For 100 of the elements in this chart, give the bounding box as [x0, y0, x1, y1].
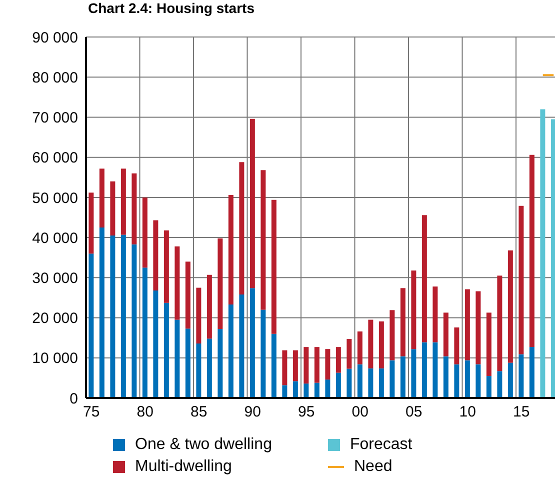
x-tick-label: 90: [244, 404, 261, 421]
y-tick-label: 10 000: [32, 350, 78, 368]
chart-title: Chart 2.4: Housing starts: [88, 0, 256, 18]
bar: [325, 380, 330, 398]
bar: [120, 234, 126, 398]
bar: [529, 154, 534, 348]
bar: [271, 334, 276, 398]
y-tick-label: 60 000: [32, 150, 78, 167]
bar: [540, 109, 546, 398]
bar: [422, 215, 427, 342]
bar: [497, 371, 502, 398]
bar: [454, 327, 460, 364]
legend-label: Forecast: [350, 436, 412, 454]
bar: [378, 321, 384, 368]
bar: [164, 302, 169, 398]
y-tick-label: 20 000: [32, 310, 78, 328]
y-tick-label: 0: [70, 390, 78, 408]
bar: [292, 350, 298, 382]
legend-label: Need: [354, 458, 392, 476]
bar: [464, 289, 470, 360]
bar: [110, 236, 116, 398]
x-tick-label: 85: [190, 404, 208, 421]
bar: [346, 368, 352, 398]
bar: [400, 356, 406, 398]
bar: [443, 356, 448, 398]
bar: [411, 270, 416, 350]
bar: [336, 347, 341, 373]
bar: [368, 368, 374, 398]
bar: [411, 349, 416, 398]
x-tick-label: 80: [136, 404, 154, 421]
bar: [260, 170, 266, 310]
bar: [346, 339, 352, 369]
bar: [464, 360, 470, 398]
bar: [174, 246, 180, 320]
bar: [476, 364, 481, 398]
y-tick-label: 40 000: [32, 230, 78, 247]
bar: [206, 274, 212, 339]
bar: [282, 385, 288, 398]
x-tick-label: 15: [513, 404, 530, 421]
bar: [378, 368, 384, 398]
bar: [228, 195, 234, 305]
bar: [185, 328, 190, 398]
bar: [196, 288, 202, 344]
bar: [120, 168, 126, 235]
bar: [228, 304, 234, 398]
bar: [390, 310, 395, 360]
y-tick-label: 50 000: [32, 190, 78, 207]
x-tick-label: 95: [298, 404, 315, 421]
bar: [443, 312, 448, 356]
bar: [550, 119, 555, 398]
y-tick-label: 30 000: [32, 270, 78, 287]
bar: [304, 384, 309, 398]
bar: [336, 372, 341, 398]
bar: [250, 288, 255, 398]
bar: [432, 286, 438, 342]
bar: [218, 329, 223, 398]
bar: [357, 331, 362, 364]
bar: [185, 262, 190, 329]
y-tick-label: 70 000: [32, 110, 78, 127]
bar: [260, 310, 266, 398]
x-tick-label: 00: [352, 404, 368, 421]
bar: [529, 347, 534, 398]
bar: [153, 290, 158, 398]
bar: [99, 228, 104, 398]
bar: [508, 362, 513, 398]
x-tick-label: 10: [459, 404, 476, 421]
bar: [390, 360, 395, 398]
bar: [153, 220, 158, 290]
bar: [400, 288, 406, 356]
bar: [292, 381, 298, 398]
bar: [142, 197, 148, 268]
bar: [206, 338, 212, 398]
bar: [239, 162, 244, 295]
bar: [250, 118, 255, 288]
bar: [99, 168, 104, 228]
bar: [518, 354, 524, 398]
bar: [132, 173, 137, 244]
legend-label: Multi-dwelling: [135, 458, 232, 476]
bar: [196, 343, 202, 398]
bar: [422, 342, 427, 398]
bar: [239, 294, 244, 398]
bar: [142, 268, 148, 398]
bar: [271, 200, 276, 334]
bar: [110, 181, 116, 236]
bar: [357, 364, 362, 398]
bar: [497, 276, 502, 372]
x-tick-label: 75: [83, 404, 100, 421]
x-tick-label: 05: [406, 404, 422, 421]
bar: [432, 342, 438, 398]
bar: [508, 250, 513, 363]
bar: [88, 192, 94, 254]
bar: [314, 347, 320, 383]
bar: [282, 350, 288, 386]
bar: [486, 312, 492, 376]
bar: [454, 364, 460, 398]
bar: [518, 206, 524, 354]
bar: [486, 376, 492, 398]
bar: [476, 291, 481, 364]
legend-label: One & two dwelling: [135, 436, 272, 454]
y-tick-label: 90 000: [32, 29, 78, 46]
